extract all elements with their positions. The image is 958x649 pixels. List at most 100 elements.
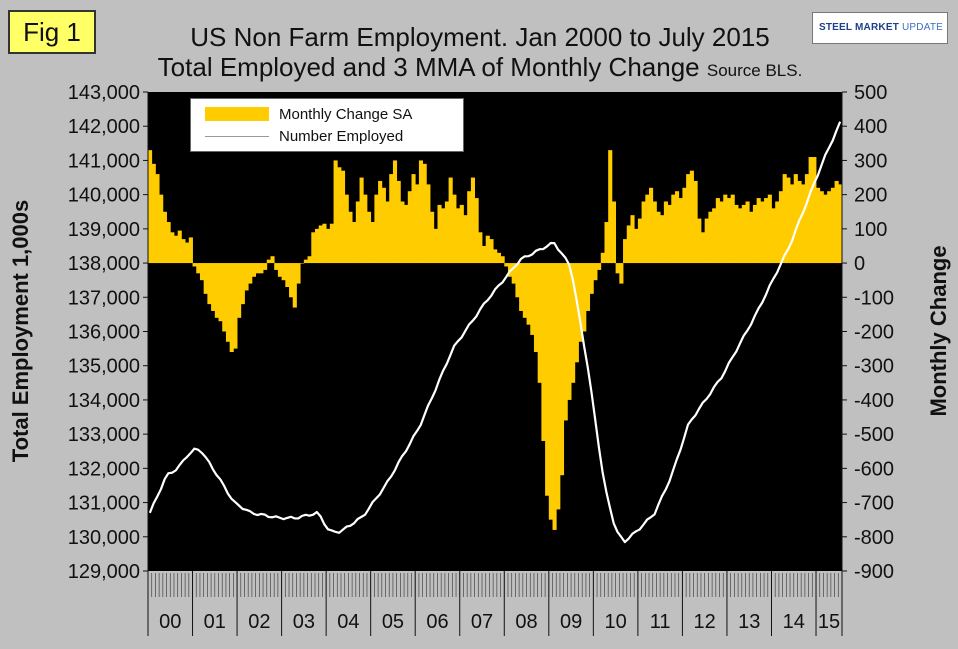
bar-month-113: [567, 263, 572, 400]
bar-month-102: [526, 263, 531, 325]
legend-label-monthly-change: Monthly Change SA: [279, 106, 413, 123]
bar-month-139: [663, 201, 668, 264]
bar-month-147: [693, 180, 698, 264]
bar-month-44: [311, 232, 316, 264]
bar-month-160: [741, 204, 746, 264]
bar-month-19: [218, 263, 223, 322]
bar-month-162: [749, 211, 754, 264]
bar-month-103: [530, 263, 535, 335]
bar-month-93: [493, 249, 498, 264]
bar-month-75: [426, 184, 431, 264]
bar-month-66: [392, 160, 398, 264]
right-tick-label-13: -800: [854, 527, 894, 549]
x-tick-label-03: 03: [293, 611, 315, 633]
right-tick-label-6: -100: [854, 287, 894, 309]
bar-month-122: [600, 252, 605, 264]
bar-month-35: [277, 263, 282, 277]
legend-label-number-employed: Number Employed: [279, 128, 404, 145]
bar-month-18: [214, 263, 219, 318]
bar-month-6: [170, 232, 175, 264]
logo-text: STEEL MARKET UPDATE: [819, 22, 943, 33]
bar-month-65: [389, 174, 394, 264]
axes: 143,000 142,000 141,000 140,000 139,000 138,0…: [8, 82, 951, 636]
bar-month-49: [329, 223, 334, 264]
bar-month-57: [359, 177, 364, 264]
x-tick-label-13: 13: [738, 611, 760, 633]
line-number-employed-path: [148, 121, 842, 544]
bar-month-71: [411, 174, 416, 264]
bar-month-78: [437, 204, 442, 264]
right-tick-label-9: -400: [854, 390, 894, 412]
bar-month-85: [463, 215, 468, 264]
bar-month-150: [704, 218, 709, 264]
month-tick-marks: [147, 573, 843, 597]
bar-month-59: [366, 211, 372, 264]
bar-month-33: [270, 256, 275, 264]
bar-month-106: [541, 263, 546, 441]
bar-month-82: [452, 194, 457, 264]
x-tick-label-02: 02: [248, 611, 270, 633]
bar-month-26: [244, 263, 249, 291]
bar-month-76: [430, 211, 435, 264]
right-tick-label-2: 300: [854, 150, 887, 172]
bar-month-128: [623, 239, 628, 264]
bar-month-125: [611, 201, 617, 264]
bar-month-135: [649, 187, 654, 264]
bar-month-27: [248, 263, 253, 284]
right-tick-label-14: -900: [854, 561, 894, 583]
bar-month-43: [307, 256, 312, 264]
bar-month-153: [715, 198, 720, 264]
bar-month-15: [203, 263, 208, 294]
bar-month-186: [838, 184, 843, 264]
bar-month-105: [537, 263, 542, 383]
bar-month-142: [674, 191, 680, 264]
bar-month-9: [181, 239, 186, 264]
bar-month-74: [422, 163, 427, 264]
bar-month-140: [667, 204, 672, 264]
bar-month-64: [385, 201, 390, 264]
bar-month-17: [211, 263, 216, 311]
bar-month-79: [441, 208, 446, 264]
bar-month-41: [300, 263, 305, 264]
bar-month-25: [240, 263, 245, 305]
right-tick-label-1: 400: [854, 116, 887, 138]
bar-month-181: [819, 191, 824, 264]
x-tick-label-09: 09: [560, 611, 582, 633]
left-tick-label-7: 136,000: [68, 322, 140, 344]
bar-month-4: [162, 211, 167, 264]
bar-month-176: [801, 184, 806, 264]
bar-month-45: [315, 228, 320, 264]
bar-month-55: [352, 222, 357, 264]
legend-swatch-bars: [205, 107, 269, 121]
bars-monthly-change: [148, 150, 843, 530]
bar-month-136: [652, 201, 657, 264]
bar-month-159: [738, 208, 743, 264]
bar-month-138: [660, 215, 665, 264]
bar-month-12: [192, 263, 197, 267]
bar-month-117: [582, 263, 587, 332]
bar-month-94: [496, 252, 501, 264]
plot-area: [148, 92, 842, 571]
bar-month-109: [552, 263, 557, 530]
bar-month-14: [199, 263, 205, 281]
bar-month-54: [348, 211, 353, 264]
bar-month-61: [374, 194, 379, 264]
chart-title: US Non Farm Employment. Jan 2000 to July…: [120, 22, 840, 86]
bar-month-130: [630, 215, 635, 264]
bar-month-148: [697, 218, 702, 264]
bar-month-21: [225, 263, 231, 342]
bar-month-53: [344, 194, 349, 264]
bar-month-126: [615, 263, 620, 274]
bar-month-121: [597, 263, 602, 270]
bar-month-98: [511, 263, 516, 284]
bar-month-183: [827, 191, 832, 264]
bar-month-124: [608, 150, 613, 264]
bar-month-146: [689, 170, 694, 264]
bar-month-133: [641, 201, 646, 264]
bar-month-116: [578, 263, 583, 342]
bar-month-62: [378, 180, 383, 264]
bar-month-58: [363, 194, 368, 264]
x-tick-label-08: 08: [515, 611, 537, 633]
left-tick-label-3: 140,000: [68, 185, 140, 207]
